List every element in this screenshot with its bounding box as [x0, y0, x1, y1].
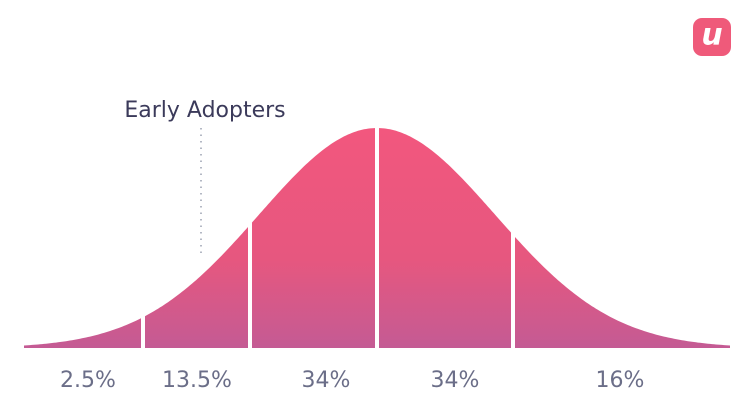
logo: u — [701, 18, 722, 53]
segment-labels: 2.5% 13.5% 34% 34% 16% — [60, 368, 644, 393]
segment-label: 34% — [302, 368, 351, 393]
annotation: Early Adopters — [124, 98, 285, 123]
dividers — [141, 124, 515, 348]
segment-label: 13.5% — [162, 368, 232, 393]
segment-label: 16% — [596, 368, 645, 393]
logo-badge — [693, 18, 731, 56]
segment-label: 2.5% — [60, 368, 116, 393]
segment-label: 34% — [431, 368, 480, 393]
